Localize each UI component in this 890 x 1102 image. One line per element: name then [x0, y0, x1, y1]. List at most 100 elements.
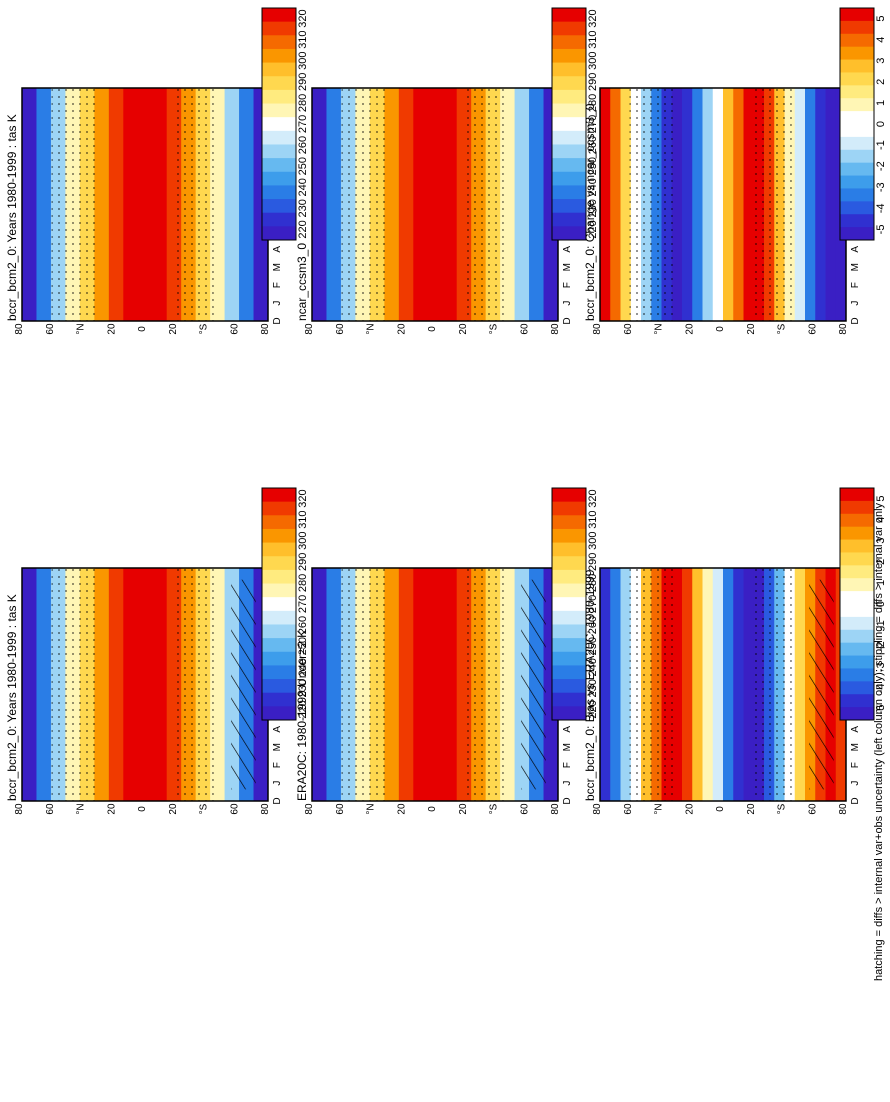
colorbar-cell [840, 8, 874, 22]
lat-tick-label: 20 [168, 803, 179, 815]
colorbar-cell [840, 668, 874, 682]
colorbar-cell [840, 175, 874, 189]
lat-tick-label: 80 [838, 803, 849, 815]
colorbar-cell [552, 583, 586, 598]
colorbar-cell [840, 539, 874, 553]
hatching-region [521, 579, 546, 790]
contour-band [427, 88, 443, 321]
colorbar-tick-label: 3 [875, 538, 887, 544]
stippling-region [51, 88, 96, 321]
month-tick-label: A [272, 726, 283, 733]
lat-tick-label: 20 [396, 323, 407, 335]
contour-band [723, 88, 734, 321]
colorbar-cell [552, 171, 586, 186]
hatching-region [231, 579, 256, 790]
month-tick-label: F [850, 282, 861, 288]
colorbar-cell [552, 76, 586, 91]
colorbar-tick-label: 300 [297, 532, 309, 550]
month-tick-label: J [562, 781, 573, 786]
contour-band [610, 568, 621, 801]
month-tick-label: F [562, 282, 573, 288]
lat-tick-label: 80 [592, 323, 603, 335]
month-tick-label: A [562, 246, 573, 253]
contour-band [825, 88, 837, 321]
lat-tick-label: 80 [550, 323, 561, 335]
contour-band [529, 88, 545, 321]
colorbar-cell [552, 8, 586, 23]
colorbar-cell [552, 638, 586, 653]
colorbar-tick-label: 230 [297, 199, 309, 217]
colorbar-tick-label: 4 [875, 37, 887, 43]
colorbar-cell [840, 681, 874, 695]
colorbar-cell [840, 227, 874, 241]
colorbar-cell [552, 556, 586, 571]
month-tick-label: J [850, 301, 861, 306]
colorbar-cell [840, 591, 874, 605]
colorbar-tick-label: 0 [875, 121, 887, 127]
month-tick-label: A [850, 246, 861, 253]
lat-tick-label: 60 [45, 323, 56, 335]
colorbar-cell [262, 158, 296, 173]
colorbar-cell [840, 604, 874, 618]
colorbar-tick-label: 280 [297, 574, 309, 592]
colorbar-cell [840, 526, 874, 541]
month-tick-label: F [272, 762, 283, 768]
stippling-region [174, 88, 214, 321]
colorbar-tick-label: 290 [587, 73, 599, 91]
colorbar-cell [552, 692, 586, 707]
colorbar-cell [840, 33, 874, 48]
lat-tick-label: 80 [592, 803, 603, 815]
contour-band [239, 88, 255, 321]
colorbar-cell [262, 679, 296, 694]
month-tick-label: F [272, 282, 283, 288]
colorbar-tick-label: 240 [587, 178, 599, 196]
stippling-region [464, 568, 504, 801]
lat-tick-label: °S [199, 803, 210, 814]
month-tick-label: D [272, 317, 283, 324]
lat-tick-label: 60 [229, 803, 240, 815]
colorbar-tick-label: 260 [297, 136, 309, 154]
panel-title: bccr_bcm2_0: Change vs ncar_ccsm3_0 [583, 103, 597, 321]
lat-tick-label: °S [199, 323, 210, 334]
contour-band [610, 88, 621, 321]
colorbar-tick-label: 280 [587, 94, 599, 112]
lat-tick-label: 80 [14, 803, 25, 815]
colorbar-tick-label: 240 [297, 658, 309, 676]
lat-tick-label: °S [489, 323, 500, 334]
contour-band [22, 88, 37, 321]
colorbar-frame [839, 7, 875, 241]
colorbar-cell [262, 542, 296, 557]
colorbar-cell [552, 226, 586, 241]
contour-band [692, 88, 703, 321]
colorbar-cell [552, 542, 586, 557]
colorbar-cell [262, 48, 296, 64]
contour-band [743, 88, 755, 321]
stippling-region [629, 88, 674, 321]
colorbar: 5 4 3 2 1 0 -1 -2 -3 -4 -5 [839, 487, 887, 721]
colorbar-cell [840, 59, 874, 73]
colorbar-cell [262, 488, 296, 503]
lat-tick-label: 60 [519, 323, 530, 335]
colorbar-cell [840, 642, 874, 657]
contour-band [600, 88, 611, 321]
lat-tick-label: °N [366, 323, 377, 334]
colorbar-cell [262, 130, 296, 145]
colorbar-tick-label: 320 [297, 9, 309, 27]
contour-band [620, 568, 632, 801]
contour-band [36, 88, 52, 321]
colorbar-cell [552, 610, 586, 625]
contour-band [123, 88, 139, 321]
colorbar-tick-label: 300 [587, 52, 599, 70]
lat-tick-label: °S [489, 803, 500, 814]
lat-tick-label: 20 [106, 323, 117, 335]
panel-p4: bccr_bcm2_0: Years 1980-1999 : tas K 80 60… [5, 7, 309, 335]
colorbar-cell [840, 655, 874, 669]
stippling-region [464, 88, 504, 321]
contour-band [671, 88, 683, 321]
colorbar: 320 310 300 290 280 270 260 250 240 230 220 [551, 487, 599, 721]
panel-title: bccr_bcm2_0: Bias vs ERA20C: 1980-1999 [583, 569, 597, 801]
colorbar-cell [552, 62, 586, 77]
colorbar-cell [552, 624, 586, 639]
colorbar-cell [840, 513, 874, 528]
lat-tick-label: 60 [623, 323, 634, 335]
